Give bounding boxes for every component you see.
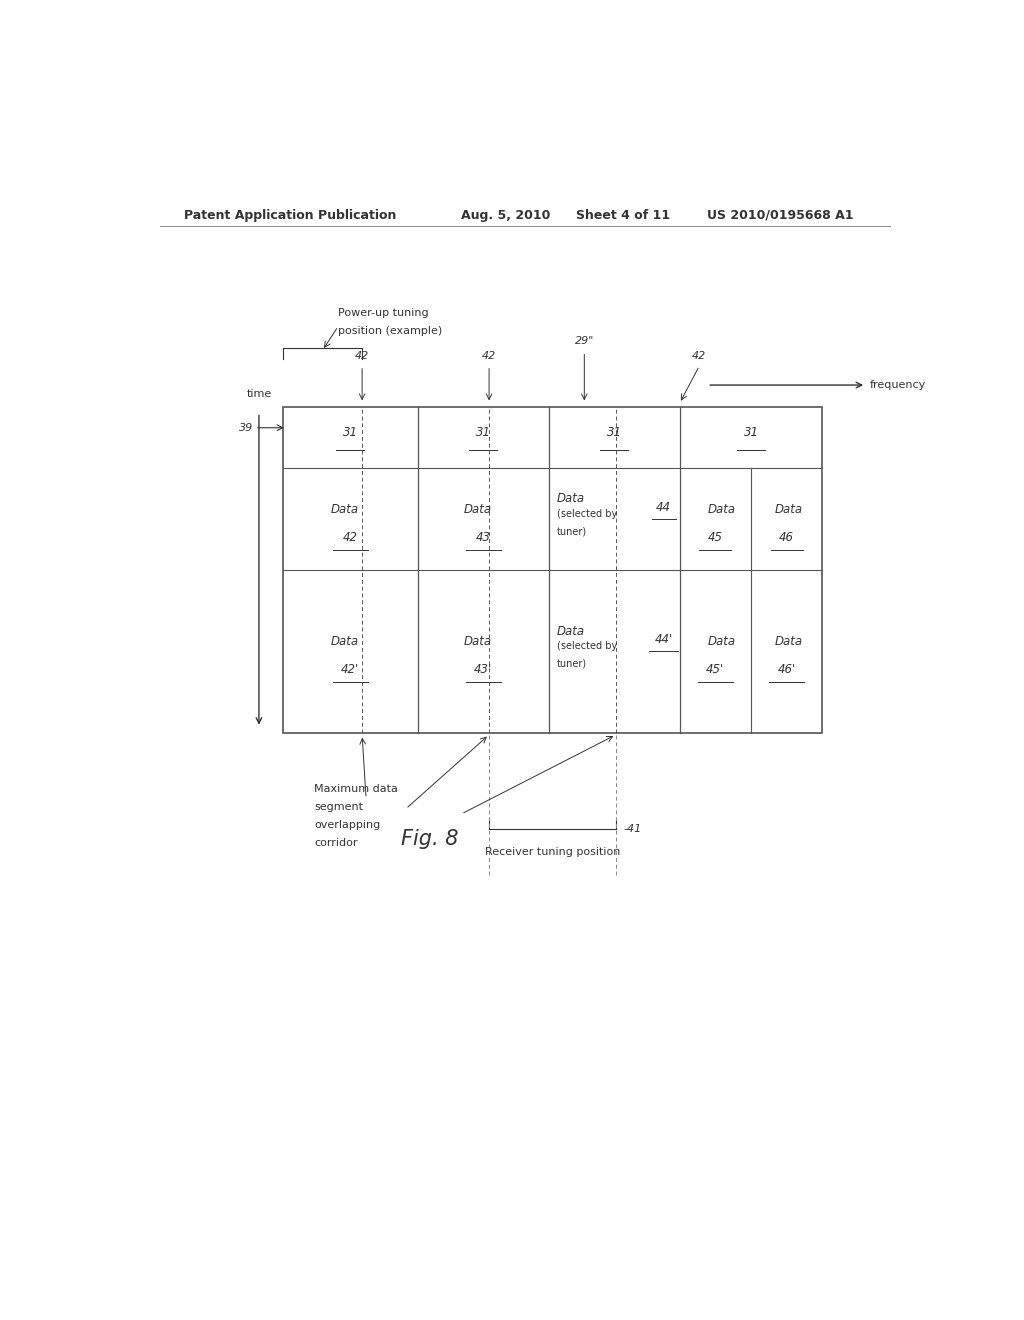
Text: Patent Application Publication: Patent Application Publication: [183, 209, 396, 222]
Text: 43': 43': [474, 663, 493, 676]
Text: Data: Data: [556, 624, 585, 638]
Text: tuner): tuner): [556, 659, 587, 668]
Text: Power-up tuning: Power-up tuning: [338, 308, 429, 318]
Text: 42: 42: [355, 351, 370, 360]
Text: 39: 39: [240, 422, 253, 433]
Text: Data: Data: [463, 635, 492, 648]
Text: Aug. 5, 2010: Aug. 5, 2010: [461, 209, 551, 222]
Text: (selected by: (selected by: [556, 510, 616, 519]
Text: position (example): position (example): [338, 326, 442, 337]
Text: Data: Data: [775, 635, 803, 648]
Text: 31: 31: [743, 426, 759, 440]
Text: 45: 45: [708, 531, 723, 544]
Text: 43: 43: [475, 531, 490, 544]
Text: (selected by: (selected by: [556, 642, 616, 651]
Text: Receiver tuning position: Receiver tuning position: [485, 846, 621, 857]
Text: 44': 44': [654, 632, 673, 645]
Text: Maximum data: Maximum data: [314, 784, 398, 793]
Text: 44: 44: [656, 500, 671, 513]
Text: time: time: [247, 389, 271, 399]
Text: 45': 45': [707, 663, 724, 676]
Text: 46': 46': [777, 663, 796, 676]
Text: frequency: frequency: [870, 380, 927, 389]
Text: 31: 31: [606, 426, 622, 440]
Text: 31: 31: [343, 426, 357, 440]
Text: overlapping: overlapping: [314, 820, 381, 830]
Text: Data: Data: [556, 492, 585, 506]
Text: Data: Data: [708, 503, 735, 516]
Text: Data: Data: [331, 503, 358, 516]
Text: Data: Data: [331, 635, 358, 648]
Text: Data: Data: [775, 503, 803, 516]
Text: Fig. 8: Fig. 8: [400, 829, 459, 849]
Text: Sheet 4 of 11: Sheet 4 of 11: [577, 209, 671, 222]
Text: corridor: corridor: [314, 838, 358, 849]
Text: segment: segment: [314, 801, 364, 812]
Text: 42: 42: [482, 351, 497, 360]
Text: 42: 42: [692, 351, 707, 360]
Text: US 2010/0195668 A1: US 2010/0195668 A1: [708, 209, 854, 222]
Text: 29": 29": [574, 337, 594, 346]
Text: 31: 31: [475, 426, 490, 440]
Text: -41: -41: [624, 824, 642, 834]
Text: 42': 42': [341, 663, 359, 676]
Text: tuner): tuner): [556, 527, 587, 536]
Text: 42: 42: [343, 531, 357, 544]
Bar: [283, 408, 822, 733]
Text: 46: 46: [779, 531, 795, 544]
Text: Data: Data: [463, 503, 492, 516]
Text: Data: Data: [708, 635, 735, 648]
